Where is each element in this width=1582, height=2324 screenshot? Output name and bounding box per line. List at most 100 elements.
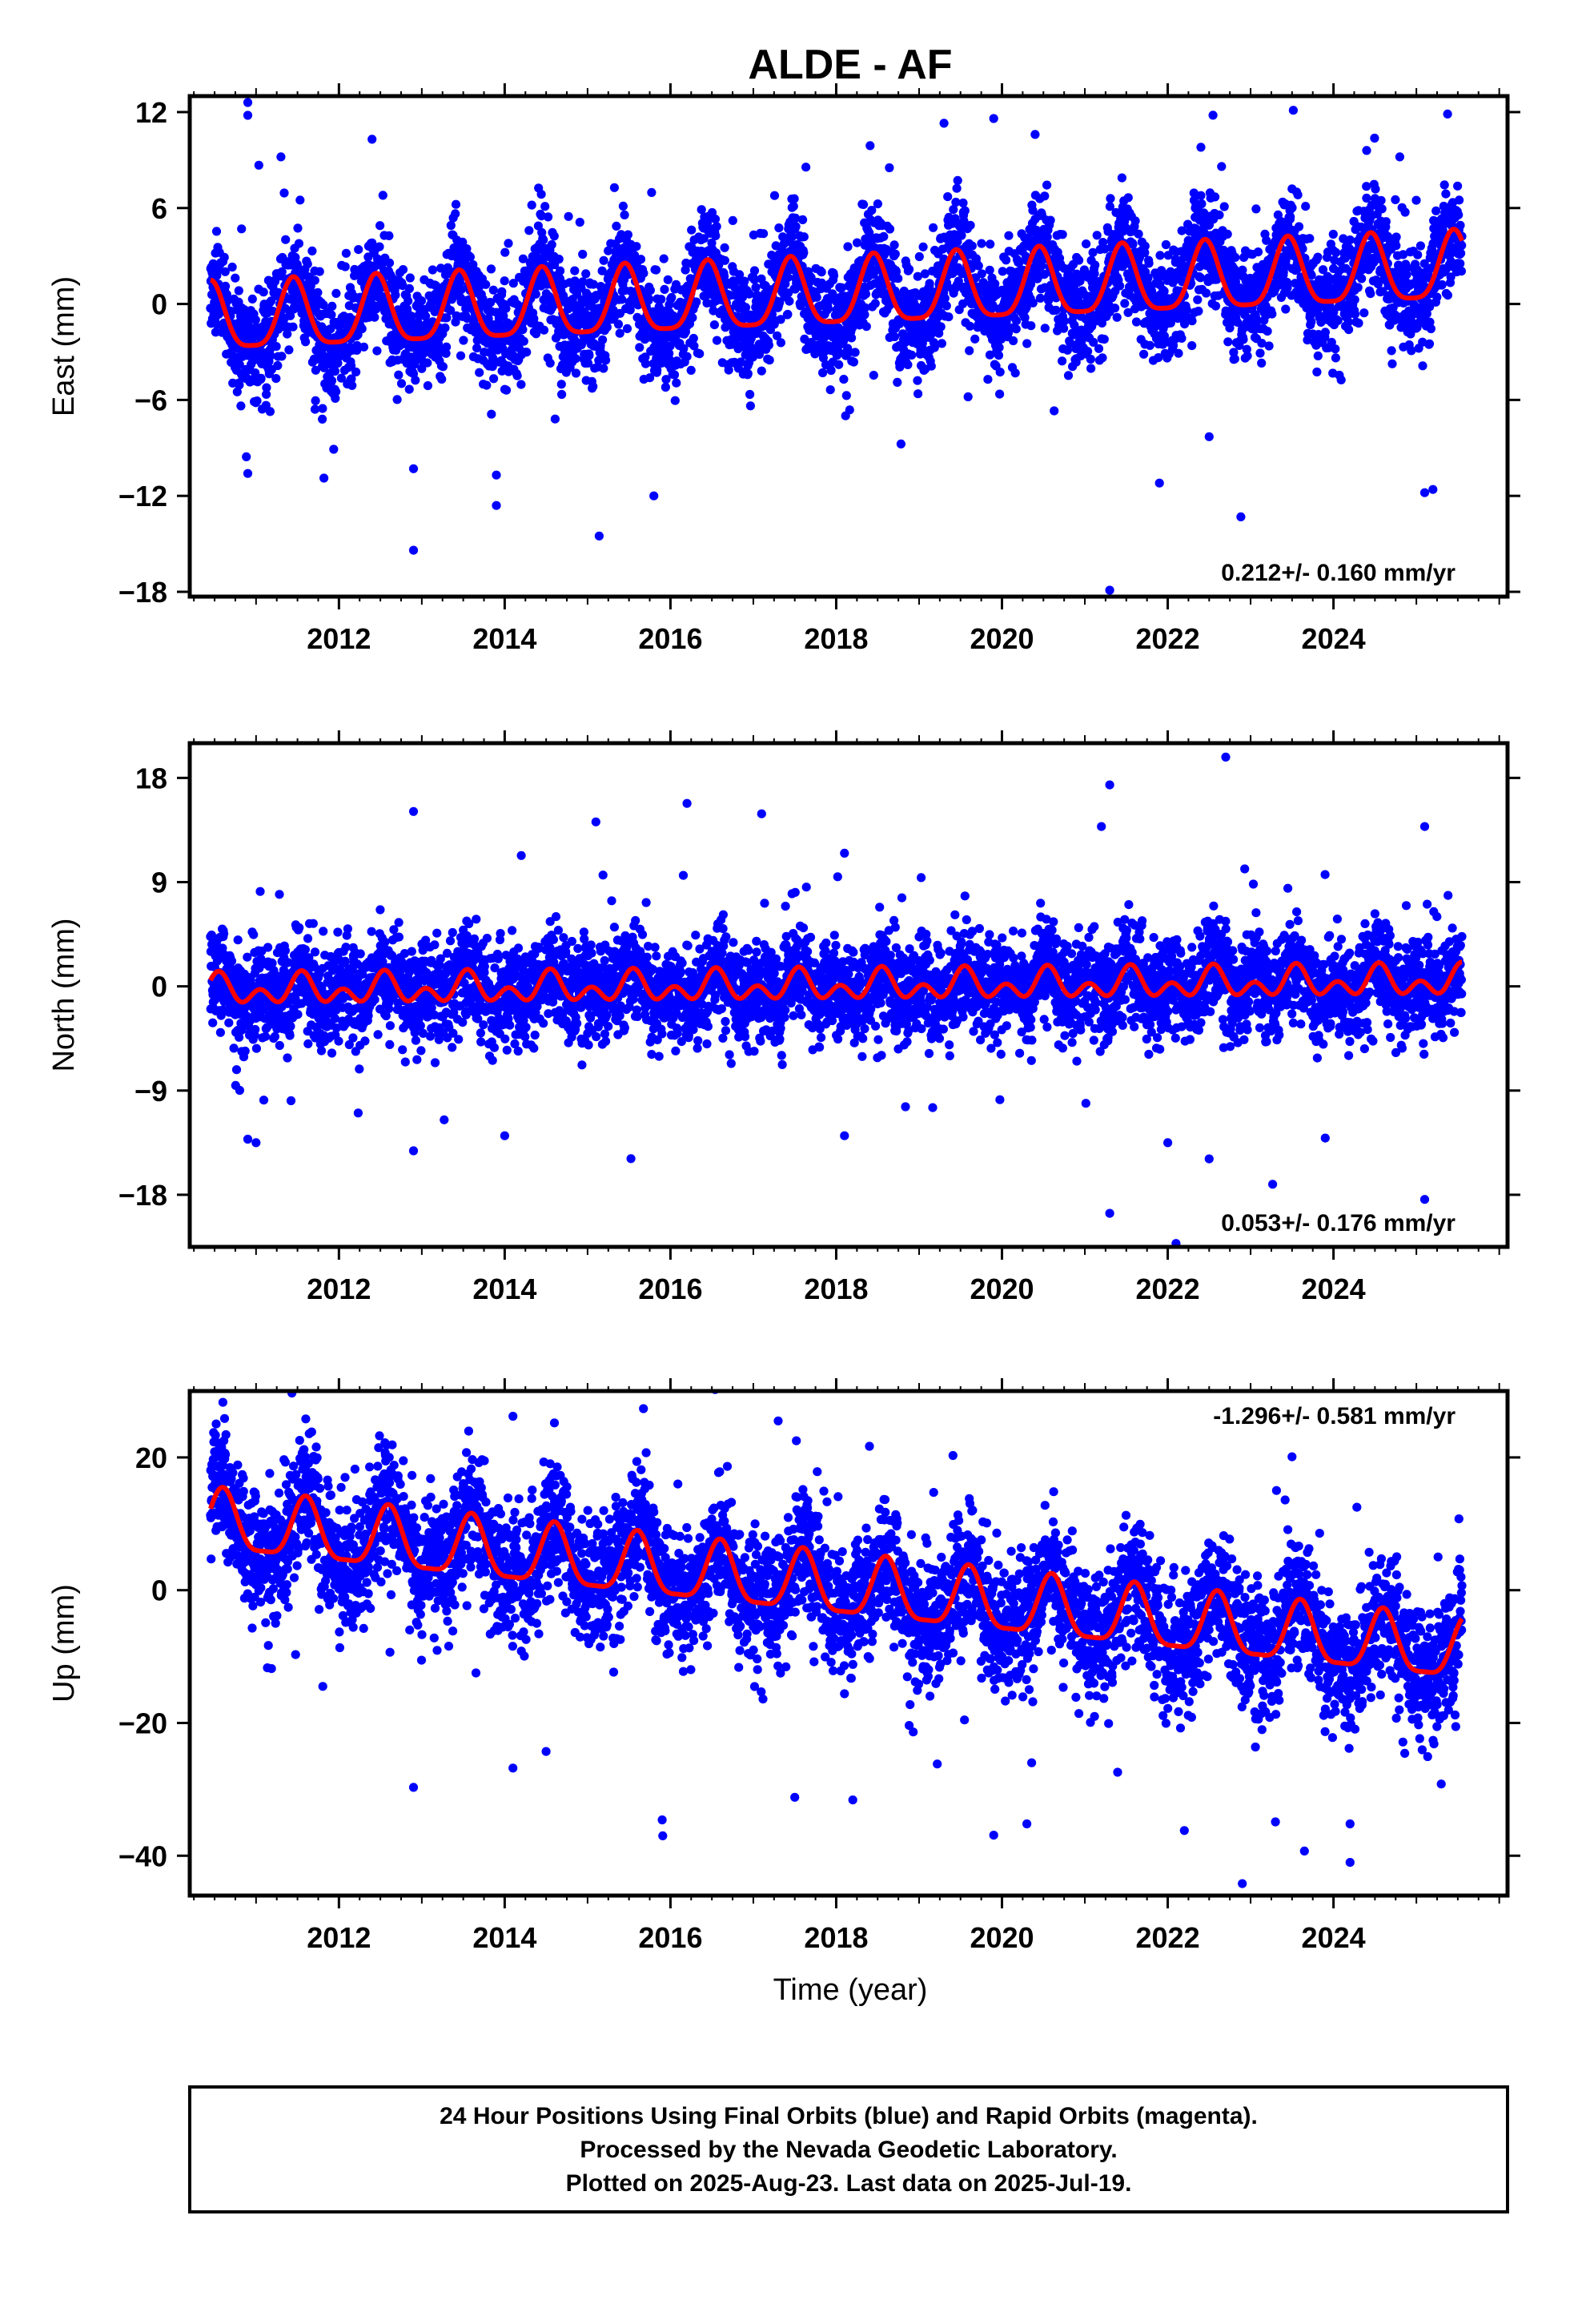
data-point xyxy=(1155,251,1165,260)
data-point xyxy=(959,216,969,226)
data-point xyxy=(486,298,496,308)
data-point xyxy=(421,312,431,321)
data-point xyxy=(256,373,266,383)
data-point xyxy=(1366,289,1375,299)
data-point xyxy=(745,389,755,400)
data-point xyxy=(519,336,528,346)
data-point xyxy=(259,287,268,297)
data-point xyxy=(1418,361,1427,371)
data-point xyxy=(759,229,769,239)
data-point xyxy=(232,387,242,396)
data-point xyxy=(1051,305,1061,315)
data-point xyxy=(893,377,902,387)
data-point xyxy=(914,251,924,262)
data-point xyxy=(1098,353,1107,363)
data-point xyxy=(1286,212,1295,222)
data-point xyxy=(1144,259,1154,268)
data-point xyxy=(340,262,350,271)
data-point xyxy=(1090,260,1100,270)
data-point xyxy=(1354,318,1363,328)
data-point xyxy=(1161,239,1170,250)
outlier-point xyxy=(1196,143,1206,152)
data-point xyxy=(227,262,237,272)
data-point xyxy=(940,293,950,304)
data-point xyxy=(518,254,528,263)
data-point xyxy=(599,255,608,265)
data-point xyxy=(736,357,745,367)
data-point xyxy=(776,315,785,324)
data-point xyxy=(291,252,300,262)
data-point xyxy=(771,241,781,251)
data-point xyxy=(869,371,878,380)
data-point xyxy=(1411,195,1421,205)
data-point xyxy=(986,239,995,249)
outlier-point xyxy=(1154,478,1164,488)
data-point xyxy=(709,320,720,330)
data-point xyxy=(660,284,669,294)
data-point xyxy=(971,254,981,263)
data-point xyxy=(1443,109,1452,119)
data-point xyxy=(398,265,408,275)
data-point xyxy=(639,268,648,278)
data-point xyxy=(845,405,854,415)
data-point xyxy=(823,304,833,313)
data-point xyxy=(428,265,438,275)
data-point xyxy=(1145,340,1154,350)
data-point xyxy=(942,278,952,287)
data-point xyxy=(1195,273,1206,283)
chart-title: ALDE - AF xyxy=(748,42,952,88)
outlier-point xyxy=(276,152,286,162)
data-point xyxy=(977,269,986,279)
data-point xyxy=(724,365,733,375)
data-point xyxy=(1086,354,1095,364)
data-point xyxy=(347,374,356,384)
data-point xyxy=(456,284,467,294)
data-point xyxy=(518,324,528,335)
data-point xyxy=(318,404,327,413)
data-point xyxy=(1391,195,1400,204)
data-point xyxy=(273,360,283,371)
data-point xyxy=(1112,312,1122,322)
data-point xyxy=(277,267,287,276)
data-point xyxy=(788,231,797,241)
data-point xyxy=(334,352,343,362)
data-point xyxy=(1123,193,1133,203)
data-point xyxy=(1415,241,1425,251)
data-point xyxy=(1211,301,1221,311)
data-point xyxy=(963,392,973,402)
data-point xyxy=(465,252,476,262)
data-point xyxy=(396,379,407,388)
data-point xyxy=(1062,345,1072,355)
data-point xyxy=(740,276,749,286)
data-point xyxy=(564,211,573,221)
data-point xyxy=(825,385,835,395)
data-point xyxy=(550,414,560,424)
east-panel: 2012 2014 2016 2018 2020 2022 2024−18−12−60612… xyxy=(47,83,1520,655)
data-point xyxy=(488,285,498,295)
data-point xyxy=(712,222,721,231)
data-point xyxy=(841,391,851,400)
data-point xyxy=(1106,194,1115,203)
data-point xyxy=(687,225,697,235)
outlier-point xyxy=(367,135,377,144)
data-point xyxy=(1066,279,1075,288)
data-point xyxy=(311,396,320,405)
data-point xyxy=(527,200,536,210)
data-point xyxy=(1437,279,1447,290)
data-point xyxy=(265,407,275,416)
data-point xyxy=(1195,262,1204,271)
data-point xyxy=(1255,348,1265,358)
data-point xyxy=(231,273,240,283)
data-point xyxy=(524,226,534,235)
data-point xyxy=(1377,204,1387,214)
data-point xyxy=(489,374,499,384)
data-point xyxy=(294,239,303,248)
data-point xyxy=(829,271,839,280)
data-point xyxy=(404,384,414,394)
data-point xyxy=(319,300,328,310)
data-point xyxy=(1223,229,1232,239)
data-point xyxy=(456,351,466,360)
data-point xyxy=(765,356,774,365)
outlier-point xyxy=(1428,485,1438,494)
data-point xyxy=(847,324,857,333)
